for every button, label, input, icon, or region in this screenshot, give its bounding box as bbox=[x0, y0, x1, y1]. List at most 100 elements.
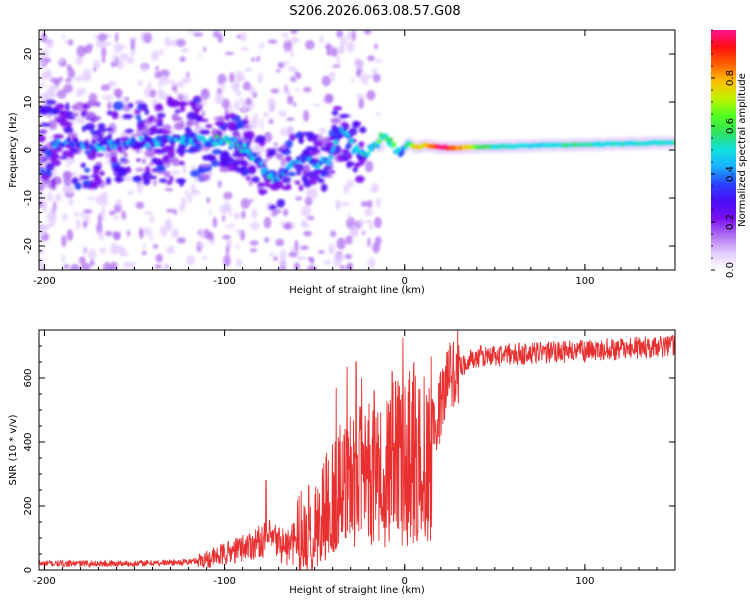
spectrogram-cloud-blob bbox=[358, 141, 365, 147]
spectrogram-noise-blob bbox=[339, 265, 345, 270]
spectrogram-noise-blob bbox=[241, 47, 250, 52]
spectrogram-ridge-blob bbox=[229, 142, 235, 148]
spectrogram-noise-blob bbox=[44, 89, 54, 100]
spectrogram-noise-blob bbox=[310, 257, 315, 265]
spectrogram-cloud-blob bbox=[82, 103, 90, 110]
spectrogram-cloud-blob bbox=[125, 166, 132, 174]
spectrogram-noise-blob bbox=[328, 243, 335, 255]
spectrogram-noise-blob bbox=[336, 237, 346, 250]
spectrogram-noise-blob bbox=[301, 219, 308, 228]
spectrogram-ridge-blob bbox=[242, 143, 248, 149]
spectrogram-noise-blob bbox=[89, 259, 95, 267]
spectrogram-cloud-blob bbox=[311, 137, 317, 142]
spectrogram-noise-blob bbox=[83, 45, 93, 54]
spectrogram-cloud-blob bbox=[154, 104, 164, 111]
spectrogram-cloud-blob bbox=[39, 107, 48, 115]
spectrogram-noise-blob bbox=[226, 224, 232, 229]
spectrogram-noise-blob bbox=[318, 250, 325, 254]
spectrogram-noise-blob bbox=[336, 55, 340, 67]
spectrogram-y-tick-label: -20 bbox=[23, 238, 34, 254]
spectrogram-cloud-blob bbox=[323, 166, 332, 170]
spectrogram-noise-blob bbox=[341, 201, 350, 207]
spectrogram-noise-blob bbox=[250, 222, 260, 230]
spectrogram-cloud-blob bbox=[185, 126, 190, 131]
spectrogram-noise-blob bbox=[231, 222, 235, 229]
spectrogram-noise-blob bbox=[170, 230, 179, 239]
spectrogram-noise-blob bbox=[346, 31, 352, 40]
spectrogram-noise-blob bbox=[206, 197, 211, 204]
spectrogram-noise-blob bbox=[97, 33, 108, 42]
spectrogram-noise-blob bbox=[319, 34, 324, 44]
spectrogram-cloud-blob bbox=[213, 116, 224, 121]
spectrogram-noise-blob bbox=[268, 105, 275, 112]
spectrogram-cloud-blob bbox=[39, 129, 48, 134]
spectrogram-noise-blob bbox=[290, 37, 300, 44]
spectrogram-noise-blob bbox=[375, 197, 382, 208]
spectrogram-cloud-blob bbox=[59, 119, 68, 127]
spectrogram-noise-blob bbox=[273, 142, 278, 147]
spectrogram-noise-blob bbox=[158, 49, 164, 56]
spectrogram-cloud-blob bbox=[281, 176, 291, 184]
spectrogram-cloud-blob bbox=[194, 142, 203, 150]
spectrogram-noise-blob bbox=[96, 222, 103, 233]
spectrogram-noise-blob bbox=[201, 110, 206, 117]
spectrogram-cloud-blob bbox=[53, 134, 64, 139]
spectrogram-noise-blob bbox=[138, 227, 144, 236]
spectrogram-noise-blob bbox=[179, 56, 186, 62]
spectrogram-ridge-blob bbox=[354, 144, 359, 150]
spectrogram-cloud-blob bbox=[251, 176, 260, 183]
spectrogram-noise-blob bbox=[40, 32, 48, 43]
spectrogram-noise-blob bbox=[257, 72, 263, 85]
spectrogram-ridge-blob bbox=[89, 145, 95, 151]
spectrogram-noise-blob bbox=[313, 103, 321, 107]
spectrogram-noise-blob bbox=[217, 33, 223, 43]
spectrogram-noise-blob bbox=[142, 155, 146, 159]
spectrogram-noise-blob bbox=[39, 249, 46, 255]
spectrogram-noise-blob bbox=[270, 88, 280, 94]
spectrogram-ridge-blob bbox=[145, 143, 150, 149]
colorbar-label: Normalized spectral amplitude bbox=[737, 73, 748, 227]
spectrogram-noise-blob bbox=[344, 253, 353, 260]
spectrogram-noise-blob bbox=[66, 229, 74, 242]
spectrogram-cloud-blob bbox=[139, 103, 148, 111]
spectrogram-noise-blob bbox=[101, 56, 106, 64]
spectrogram-noise-blob bbox=[155, 66, 160, 71]
spectrogram-cloud-blob bbox=[257, 188, 268, 195]
spectrogram-cloud-blob bbox=[80, 175, 90, 180]
spectrogram-noise-blob bbox=[44, 58, 52, 63]
spectrogram-cloud-blob bbox=[163, 171, 171, 178]
spectrogram-cloud-blob bbox=[45, 99, 57, 105]
spectrogram-ridge-blob bbox=[331, 146, 337, 152]
spectrogram-x-tick-label: -200 bbox=[33, 276, 56, 287]
spectrogram-cloud-blob bbox=[234, 166, 244, 173]
spectrogram-ridge-blob bbox=[132, 139, 137, 145]
spectrogram-cloud-blob bbox=[161, 145, 173, 150]
spectrogram-cloud-blob bbox=[65, 102, 70, 111]
spectrogram-cloud-blob bbox=[150, 125, 158, 134]
spectrogram-cloud-blob bbox=[39, 153, 45, 162]
spectrogram-noise-blob bbox=[49, 207, 54, 217]
spectrogram-cloud-blob bbox=[325, 141, 336, 147]
spectrogram-cloud-blob bbox=[50, 154, 55, 162]
spectrogram-ridge-blob bbox=[138, 136, 144, 142]
spectrogram-cloud-blob bbox=[155, 122, 164, 127]
spectrogram-noise-blob bbox=[367, 55, 375, 62]
colorbar-ticks: 0.0 0.2 0.4 0.6 0.8 bbox=[711, 29, 736, 278]
spectrogram-mid-layer bbox=[39, 95, 367, 210]
spectrogram-ridge-blob bbox=[115, 138, 121, 144]
spectrogram-noise-blob bbox=[307, 265, 317, 270]
spectrogram-noise-blob bbox=[101, 46, 107, 58]
spectrogram-cloud-blob bbox=[167, 180, 173, 185]
spectrogram-cloud-blob bbox=[331, 124, 338, 131]
spectrogram-cloud-blob bbox=[51, 178, 56, 188]
spectrogram-cloud-blob bbox=[152, 119, 158, 123]
spectrogram-cloud-blob bbox=[119, 158, 128, 162]
spectrogram-noise-blob bbox=[171, 170, 180, 175]
spectrogram-cloud-blob bbox=[261, 159, 269, 163]
spectrogram-cloud-blob bbox=[211, 160, 220, 167]
spectrogram-noise-blob bbox=[286, 88, 291, 96]
spectrogram-noise-blob bbox=[268, 118, 274, 125]
spectrogram-cloud-blob bbox=[246, 176, 251, 181]
